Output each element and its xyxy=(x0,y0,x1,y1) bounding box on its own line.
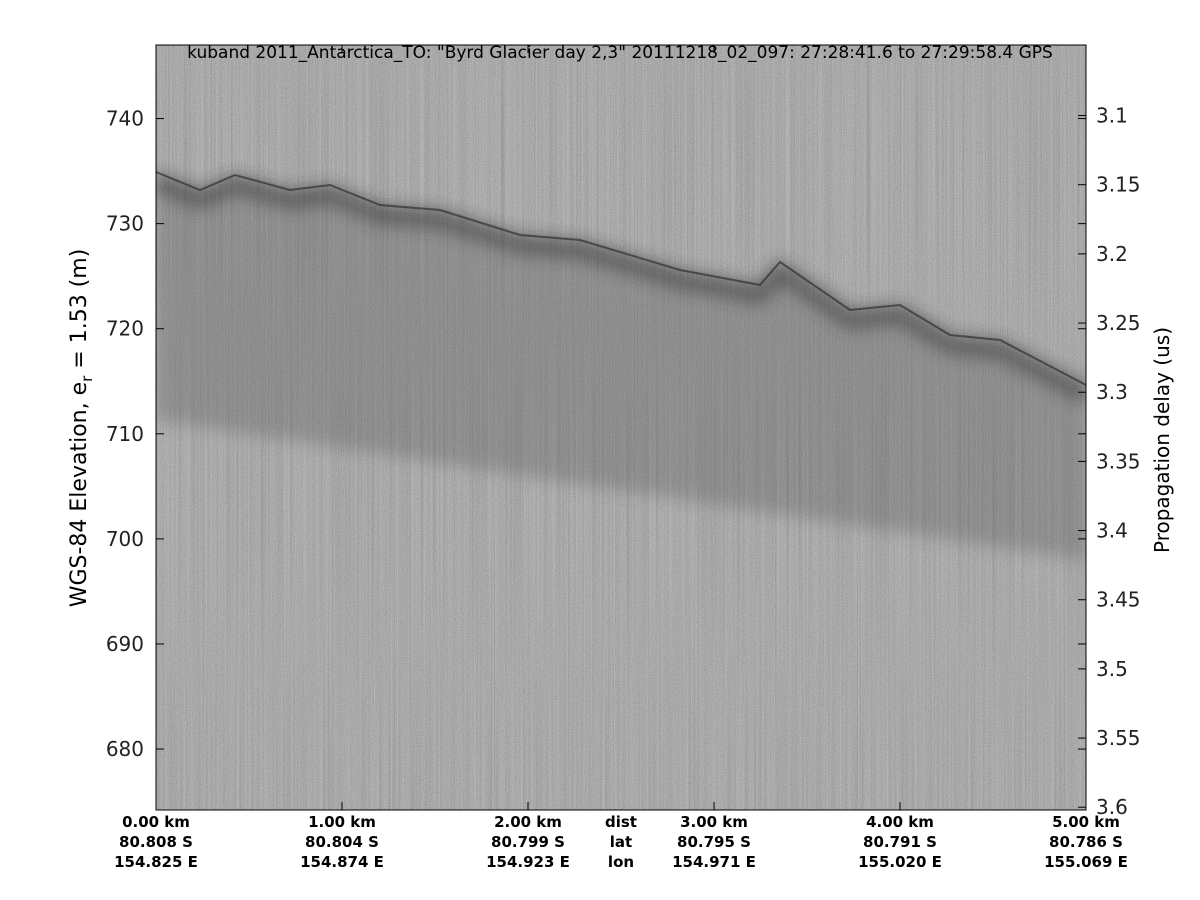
y-tick-label: 700 xyxy=(106,527,144,551)
lat-label: 80.799 S xyxy=(491,833,565,851)
lon-label: 154.923 E xyxy=(486,853,570,871)
lon-label: 154.825 E xyxy=(114,853,198,871)
x-tick-label: 5.00 km xyxy=(1052,813,1120,831)
y-tick-label: 740 xyxy=(106,107,144,131)
x-tick-label: 0.00 km xyxy=(122,813,190,831)
y2-tick-label: 3.6 xyxy=(1096,795,1128,819)
lat-label: 80.808 S xyxy=(119,833,193,851)
y-tick-label: 690 xyxy=(106,632,144,656)
y-tick-label: 680 xyxy=(106,737,144,761)
y-tick-label: 710 xyxy=(106,422,144,446)
y2-tick-label: 3.5 xyxy=(1096,657,1128,681)
plot-frame xyxy=(155,44,1087,811)
echogram-image xyxy=(156,45,1086,810)
lon-label: 155.069 E xyxy=(1044,853,1128,871)
lon-label: 154.874 E xyxy=(300,853,384,871)
row-label: dist xyxy=(605,813,637,831)
y2-tick-label: 3.55 xyxy=(1096,726,1141,750)
y-tick-label: 720 xyxy=(106,317,144,341)
y-label-text: WGS-84 Elevation, e xyxy=(67,382,92,607)
y2-axis-label: Propagation delay (us) xyxy=(1150,327,1174,553)
y-label-sub: r xyxy=(78,375,96,382)
x-tick-label: 4.00 km xyxy=(866,813,934,831)
chart-title: kuband 2011_Antarctica_TO: "Byrd Glacier… xyxy=(187,43,1053,63)
y-tick-label: 730 xyxy=(106,212,144,236)
y2-tick-label: 3.4 xyxy=(1096,519,1128,543)
lon-label: 155.020 E xyxy=(858,853,942,871)
row-label: lon xyxy=(608,853,634,871)
lat-label: 80.786 S xyxy=(1049,833,1123,851)
x-tick-label: 2.00 km xyxy=(494,813,562,831)
y-axis-label: WGS-84 Elevation, er = 1.53 (m) xyxy=(67,249,96,608)
y2-tick-label: 3.45 xyxy=(1096,588,1141,612)
y-label-rest: = 1.53 (m) xyxy=(67,249,92,376)
x-tick-label: 3.00 km xyxy=(680,813,748,831)
lon-label: 154.971 E xyxy=(672,853,756,871)
lat-label: 80.791 S xyxy=(863,833,937,851)
y2-tick-label: 3.15 xyxy=(1096,173,1141,197)
y2-tick-label: 3.1 xyxy=(1096,104,1128,128)
y2-tick-label: 3.2 xyxy=(1096,242,1128,266)
y2-tick-label: 3.25 xyxy=(1096,311,1141,335)
lat-label: 80.804 S xyxy=(305,833,379,851)
row-label: lat xyxy=(610,833,632,851)
y2-tick-label: 3.3 xyxy=(1096,380,1128,404)
y2-tick-label: 3.35 xyxy=(1096,449,1141,473)
lat-label: 80.795 S xyxy=(677,833,751,851)
x-tick-label: 1.00 km xyxy=(308,813,376,831)
